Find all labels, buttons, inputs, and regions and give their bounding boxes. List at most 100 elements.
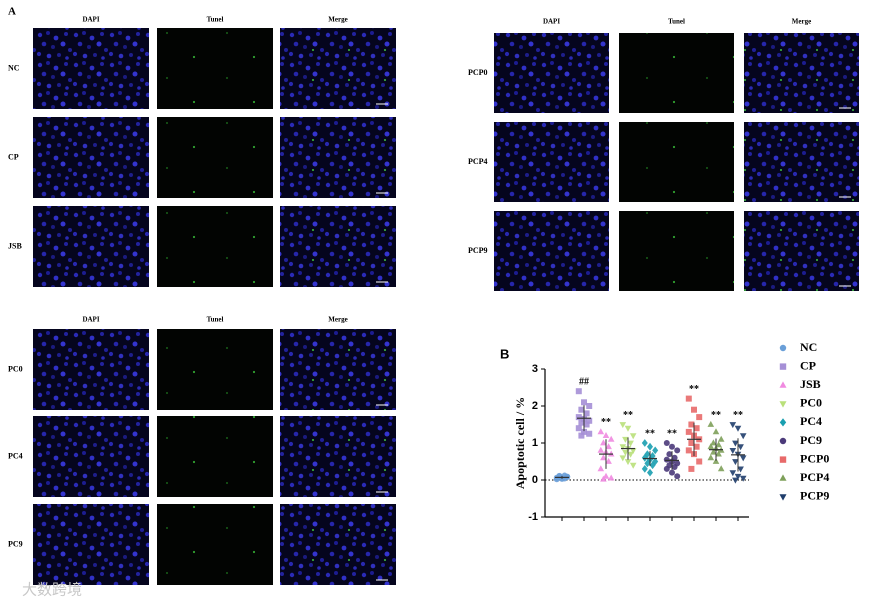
micrograph bbox=[33, 329, 149, 410]
point bbox=[627, 451, 634, 458]
significance: ** bbox=[711, 410, 721, 421]
significance: ** bbox=[733, 410, 743, 421]
micrographs bbox=[33, 28, 859, 585]
point bbox=[607, 474, 615, 481]
y-axis-label: Apoptotic cell / % bbox=[513, 397, 527, 489]
micrograph bbox=[33, 28, 149, 109]
significance: ** bbox=[601, 417, 611, 428]
legend-marker bbox=[779, 344, 787, 352]
micrograph bbox=[33, 206, 149, 287]
point bbox=[729, 422, 737, 429]
micrograph bbox=[619, 122, 734, 202]
point bbox=[685, 447, 692, 454]
point bbox=[597, 465, 605, 472]
point bbox=[649, 461, 656, 470]
micrograph bbox=[494, 33, 609, 113]
point bbox=[737, 444, 744, 451]
point bbox=[734, 473, 742, 480]
column-header: Merge bbox=[328, 16, 347, 24]
point bbox=[693, 425, 700, 432]
point bbox=[715, 450, 722, 457]
column-header: Merge bbox=[328, 316, 347, 324]
micrograph bbox=[280, 117, 396, 198]
point bbox=[647, 468, 653, 477]
legend-label: PC9 bbox=[800, 433, 822, 447]
point bbox=[652, 446, 659, 455]
point bbox=[624, 425, 632, 432]
micrograph bbox=[494, 122, 609, 202]
micrograph bbox=[157, 504, 273, 585]
micrograph bbox=[744, 211, 859, 291]
dot-plot: -1 0 1 2 3 Apoptotic cell / % NC ## CP ** JSB ** PC0… bbox=[513, 340, 830, 523]
point bbox=[641, 453, 648, 462]
legend-marker bbox=[779, 494, 787, 501]
point bbox=[688, 421, 695, 428]
significance: ** bbox=[623, 410, 633, 421]
point bbox=[652, 457, 659, 466]
legend-label: JSB bbox=[800, 377, 821, 391]
point bbox=[581, 399, 587, 406]
point bbox=[578, 406, 585, 413]
point bbox=[739, 455, 747, 462]
point bbox=[586, 403, 593, 409]
point bbox=[602, 472, 610, 479]
legend-marker bbox=[779, 456, 787, 463]
point bbox=[622, 449, 629, 456]
column-header: Merge bbox=[792, 18, 811, 26]
point bbox=[663, 456, 670, 463]
legend-marker bbox=[779, 437, 787, 445]
point bbox=[732, 459, 739, 466]
point bbox=[691, 406, 697, 413]
point bbox=[696, 414, 703, 421]
legend-marker bbox=[779, 401, 787, 408]
micrograph bbox=[744, 122, 859, 202]
column-header: DAPI bbox=[82, 16, 99, 24]
point bbox=[707, 443, 715, 450]
point bbox=[575, 425, 582, 432]
row-label: PC0 bbox=[8, 364, 23, 373]
point bbox=[607, 435, 615, 442]
legend-marker bbox=[779, 474, 787, 481]
point bbox=[644, 459, 651, 468]
row-label: PC4 bbox=[8, 451, 23, 460]
column-header: DAPI bbox=[82, 316, 99, 324]
point bbox=[641, 465, 648, 473]
y-tick-label: 2 bbox=[532, 400, 538, 412]
point bbox=[622, 436, 629, 443]
point bbox=[710, 439, 717, 446]
micrograph bbox=[33, 504, 149, 585]
point bbox=[597, 428, 605, 435]
point bbox=[575, 388, 582, 395]
significance: ** bbox=[667, 428, 677, 439]
significance: ** bbox=[645, 428, 655, 439]
micrograph bbox=[157, 206, 273, 287]
legend-marker bbox=[779, 418, 787, 427]
micrograph bbox=[619, 33, 734, 113]
point bbox=[619, 455, 627, 462]
point bbox=[674, 447, 681, 454]
point bbox=[715, 441, 722, 448]
point bbox=[685, 428, 692, 435]
point bbox=[712, 428, 720, 435]
point bbox=[712, 457, 720, 464]
column-header: Tunel bbox=[207, 316, 224, 324]
legend-label: CP bbox=[800, 358, 816, 372]
point bbox=[578, 419, 585, 426]
point bbox=[674, 473, 681, 480]
point bbox=[707, 454, 715, 461]
y-tick-label: -1 bbox=[528, 511, 538, 523]
legend-marker bbox=[779, 381, 787, 388]
point bbox=[717, 465, 725, 472]
y-tick-label: 0 bbox=[532, 474, 538, 486]
point bbox=[602, 432, 610, 438]
column-header: DAPI bbox=[543, 18, 560, 26]
point bbox=[600, 439, 607, 446]
point bbox=[586, 430, 593, 437]
point bbox=[734, 425, 742, 432]
point bbox=[629, 462, 637, 469]
point bbox=[671, 464, 678, 471]
point bbox=[663, 440, 670, 446]
row-label: NC bbox=[8, 63, 20, 72]
point bbox=[629, 448, 637, 454]
